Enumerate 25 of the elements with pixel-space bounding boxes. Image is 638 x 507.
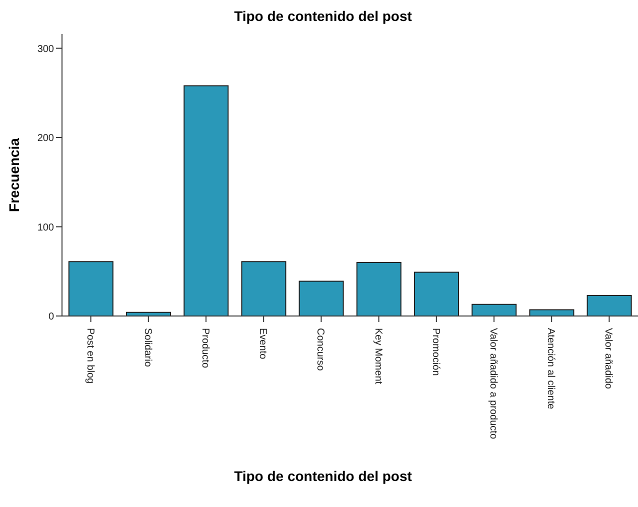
bar — [414, 272, 460, 316]
y-tick-label: 300 — [37, 44, 54, 55]
bar — [241, 261, 286, 316]
x-tick-label: Concurso — [314, 328, 326, 372]
y-axis-title: Frecuencia — [6, 138, 22, 212]
chart-title: Tipo de contenido del post — [233, 8, 413, 26]
x-tick-label: Atención al cliente — [545, 328, 556, 410]
bar — [356, 262, 402, 316]
x-tick-label: Valor añadido — [602, 328, 614, 390]
bar — [472, 304, 517, 316]
x-tick-label: Promoción — [430, 328, 441, 376]
x-tick-label: Post en blog — [84, 328, 96, 384]
y-tick-label: 100 — [37, 222, 54, 234]
x-tick-label: Evento — [257, 328, 268, 360]
x-tick-label: Producto — [200, 328, 210, 368]
x-axis-title: Tipo de contenido del post — [233, 468, 413, 484]
y-tick-label: 200 — [37, 133, 54, 144]
x-tick-label: Valor añadido a producto — [488, 328, 498, 440]
bar — [68, 261, 114, 316]
y-tick-label: 0 — [48, 312, 54, 323]
bar — [184, 85, 229, 316]
bar — [298, 280, 344, 316]
x-tick-label: Key Moment — [372, 328, 384, 384]
x-tick-label: Solidario — [142, 328, 153, 368]
bar — [586, 294, 632, 316]
